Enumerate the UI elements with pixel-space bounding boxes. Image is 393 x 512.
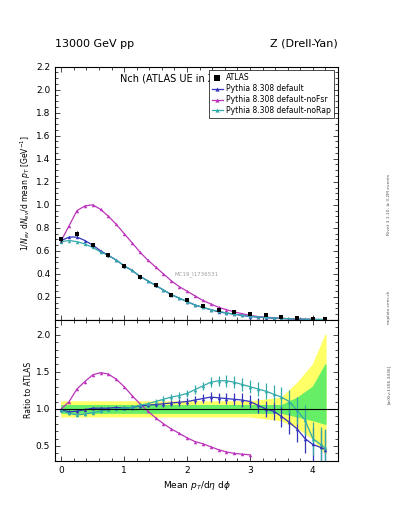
Text: Nch (ATLAS UE in Z production): Nch (ATLAS UE in Z production) — [119, 74, 274, 84]
Text: mcplots.cern.ch: mcplots.cern.ch — [387, 290, 391, 325]
Text: [arXiv:1306.3436]: [arXiv:1306.3436] — [387, 365, 391, 403]
X-axis label: Mean $p_T$/d$\eta$ d$\phi$: Mean $p_T$/d$\eta$ d$\phi$ — [163, 479, 230, 492]
Legend: ATLAS, Pythia 8.308 default, Pythia 8.308 default-noFsr, Pythia 8.308 default-no: ATLAS, Pythia 8.308 default, Pythia 8.30… — [209, 70, 334, 118]
Text: 13000 GeV pp: 13000 GeV pp — [55, 39, 134, 49]
Y-axis label: $1/N_{ev}$ d$N_{ev}$/d mean $p_T$ [GeV$^{-1}$]: $1/N_{ev}$ d$N_{ev}$/d mean $p_T$ [GeV$^… — [18, 136, 33, 251]
Text: Rivet 3.1.10, ≥ 3.2M events: Rivet 3.1.10, ≥ 3.2M events — [387, 174, 391, 236]
Text: MC19_l1736531: MC19_l1736531 — [174, 271, 219, 277]
Y-axis label: Ratio to ATLAS: Ratio to ATLAS — [24, 362, 33, 418]
Text: Z (Drell-Yan): Z (Drell-Yan) — [270, 39, 338, 49]
